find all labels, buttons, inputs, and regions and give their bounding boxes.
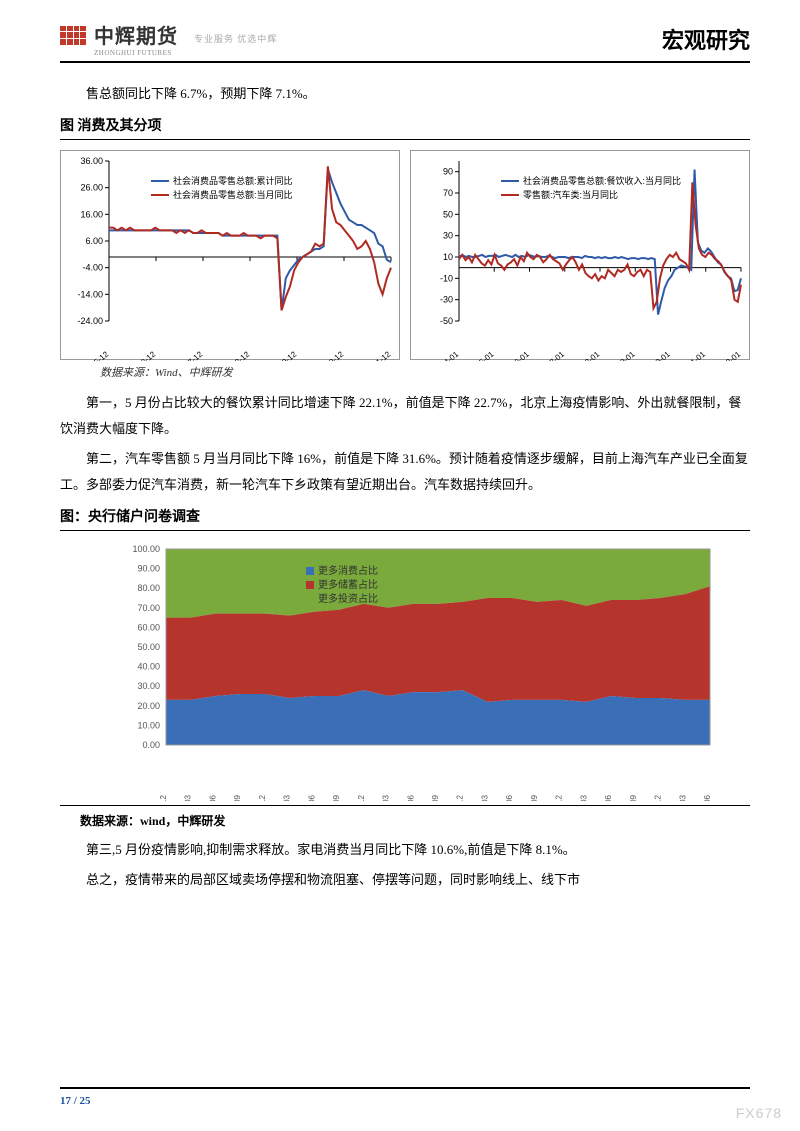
svg-text:16.00: 16.00 [80,209,103,219]
para1: 第一，5 月份占比较大的餐饮累计同比增速下降 22.1%，前值是下降 22.7%… [60,390,750,442]
svg-text:36.00: 36.00 [80,156,103,166]
chart-cbank-survey: 0.00 10.00 20.00 30.00 40.00 50.00 60.00 70.00 8… [120,541,720,801]
svg-text:2016-01: 2016-01 [503,349,532,361]
svg-text:2018-12: 2018-12 [223,349,252,361]
svg-text:30: 30 [443,231,453,241]
logo-cn: 中辉期货 [94,20,178,49]
svg-text:2020-06: 2020-06 [505,794,514,801]
svg-text:100.00: 100.00 [132,544,160,554]
svg-text:-24.00: -24.00 [77,316,103,326]
svg-text:2019-03: 2019-03 [382,794,391,801]
svg-text:2021-01: 2021-01 [679,349,708,361]
logo-icon [60,26,86,52]
svg-text:2022-01: 2022-01 [714,349,743,361]
svg-text:2021-06: 2021-06 [604,794,613,801]
svg-text:-4.00: -4.00 [82,263,103,273]
svg-text:更多投资占比: 更多投资占比 [318,592,378,605]
svg-text:2019-06: 2019-06 [406,794,415,801]
svg-text:60.00: 60.00 [137,622,160,632]
svg-text:2017-01: 2017-01 [538,349,567,361]
svg-text:社会消费品零售总额:当月同比: 社会消费品零售总额:当月同比 [173,189,293,200]
footer: 17 / 25 [60,1087,750,1107]
chart-consumption-total: 36.00 26.00 16.00 6.00 -4.00 -14.00 -24.00 2015… [60,150,400,360]
svg-text:50.00: 50.00 [137,642,160,652]
watermark: FX678 [736,1105,782,1121]
source2: 数据来源：wind，中辉研发 [80,812,750,829]
chart-catering-auto: 90 70 50 30 10 -10 -30 -50 2014-01 2015-01 2016-01… [410,150,750,360]
svg-text:2020-03: 2020-03 [480,794,489,801]
svg-text:2017-09: 2017-09 [233,794,242,801]
para4: 总之，疫情带来的局部区域卖场停摆和物流阻塞、停摆等问题，同时影响线上、线下市 [60,867,750,893]
section2-title: 图：央行储户问卷调查 [60,506,750,531]
svg-text:2017-03: 2017-03 [184,794,193,801]
svg-text:-30: -30 [440,295,453,305]
logo-text: 中辉期货 ZHONGHUI FUTURES [94,20,178,57]
svg-text:社会消费品零售总额:累计同比: 社会消费品零售总额:累计同比 [173,175,293,186]
svg-text:2020-12: 2020-12 [317,349,346,361]
svg-text:更多消费占比: 更多消费占比 [318,564,378,577]
svg-text:社会消费品零售总额:餐饮收入:当月同比: 社会消费品零售总额:餐饮收入:当月同比 [523,175,681,186]
svg-text:2020-12: 2020-12 [555,794,564,801]
svg-text:0.00: 0.00 [142,740,160,750]
para3: 第三,5 月份疫情影响,抑制需求释放。家电消费当月同比下降 10.6%,前值是下… [60,837,750,863]
svg-text:2021-03: 2021-03 [579,794,588,801]
svg-text:2019-12: 2019-12 [456,794,465,801]
svg-text:2016-12: 2016-12 [129,349,158,361]
svg-text:10: 10 [443,252,453,262]
tagline: 专业服务 优选中辉 [194,32,277,45]
svg-text:80.00: 80.00 [137,583,160,593]
source1: 数据来源：Wind、中辉研发 [100,364,750,380]
svg-text:2021-12: 2021-12 [364,349,393,361]
svg-text:更多储蓄占比: 更多储蓄占比 [318,578,378,591]
svg-text:26.00: 26.00 [80,183,103,193]
svg-text:2018-06: 2018-06 [307,794,316,801]
svg-text:零售额:汽车类:当月同比: 零售额:汽车类:当月同比 [523,189,618,200]
svg-text:20.00: 20.00 [137,701,160,711]
svg-text:6.00: 6.00 [85,236,103,246]
para2: 第二，汽车零售额 5 月当月同比下降 16%，前值是下降 31.6%。预计随着疫… [60,446,750,498]
svg-text:2019-01: 2019-01 [608,349,637,361]
charts-row-1: 36.00 26.00 16.00 6.00 -4.00 -14.00 -24.00 2015… [60,150,750,360]
svg-text:2020-01: 2020-01 [644,349,673,361]
svg-text:70.00: 70.00 [137,603,160,613]
svg-text:2014-01: 2014-01 [432,349,461,361]
svg-text:2021-09: 2021-09 [629,794,638,801]
header-right-title: 宏观研究 [662,23,750,55]
svg-text:2022-03: 2022-03 [678,794,687,801]
svg-text:2022-06: 2022-06 [703,794,712,801]
svg-text:2018-09: 2018-09 [332,794,341,801]
svg-text:2018-01: 2018-01 [573,349,602,361]
svg-text:2019-12: 2019-12 [270,349,299,361]
logo-area: 中辉期货 ZHONGHUI FUTURES 专业服务 优选中辉 [60,20,277,57]
svg-text:2018-03: 2018-03 [283,794,292,801]
svg-text:2018-12: 2018-12 [357,794,366,801]
svg-text:50: 50 [443,209,453,219]
svg-text:30.00: 30.00 [137,681,160,691]
svg-text:10.00: 10.00 [137,720,160,730]
svg-text:2017-06: 2017-06 [208,794,217,801]
area-chart-wrap: 0.00 10.00 20.00 30.00 40.00 50.00 60.00 70.00 8… [120,541,740,801]
svg-text:-14.00: -14.00 [77,289,103,299]
intro-line: 售总额同比下降 6.7%，预期下降 7.1%。 [60,81,750,107]
svg-text:-10: -10 [440,273,453,283]
page-header: 中辉期货 ZHONGHUI FUTURES 专业服务 优选中辉 宏观研究 [60,20,750,63]
svg-text:2015-12: 2015-12 [82,349,111,361]
svg-text:2019-09: 2019-09 [431,794,440,801]
section1-title: 图 消费及其分项 [60,115,750,140]
logo-en: ZHONGHUI FUTURES [94,49,178,57]
svg-text:2016-12: 2016-12 [159,794,168,801]
svg-text:70: 70 [443,188,453,198]
svg-text:2017-12: 2017-12 [176,349,205,361]
svg-text:2017-12: 2017-12 [258,794,267,801]
svg-text:40.00: 40.00 [137,662,160,672]
svg-text:2020-09: 2020-09 [530,794,539,801]
page-number: 17 / 25 [60,1095,750,1107]
svg-text:90: 90 [443,167,453,177]
svg-text:90.00: 90.00 [137,564,160,574]
svg-text:2015-01: 2015-01 [467,349,496,361]
svg-text:2021-12: 2021-12 [654,794,663,801]
svg-text:-50: -50 [440,316,453,326]
